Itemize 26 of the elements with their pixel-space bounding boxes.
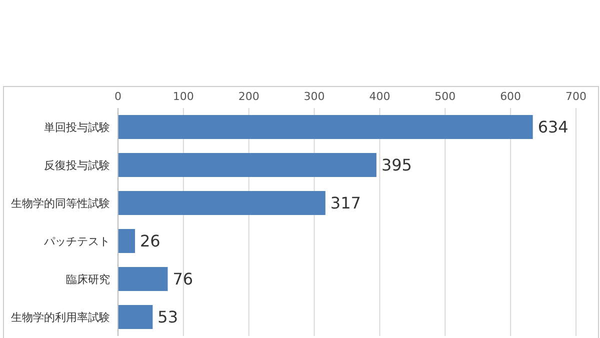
data-label: 317 <box>330 194 361 213</box>
x-tick-label: 500 <box>434 90 456 103</box>
x-tick-label: 600 <box>500 90 522 103</box>
y-tick-label: 臨床研究 <box>66 272 110 286</box>
bar <box>118 115 533 139</box>
x-tick-label: 300 <box>304 90 325 103</box>
data-label: 53 <box>158 308 178 327</box>
y-tick-label: 生物学的利用率試験 <box>11 310 110 324</box>
bar <box>118 153 376 177</box>
x-tick-label: 0 <box>114 90 122 103</box>
data-label: 76 <box>172 270 194 289</box>
bar <box>118 305 153 329</box>
y-tick-label: 反復投与試験 <box>44 158 110 172</box>
x-tick-label: 700 <box>566 90 586 103</box>
y-tick-label: パッチテスト <box>43 234 110 248</box>
data-label: 395 <box>381 156 412 175</box>
bar <box>118 267 168 291</box>
data-label: 26 <box>140 232 160 251</box>
x-tick-label: 100 <box>172 90 194 103</box>
y-tick-label: 生物学的同等性試験 <box>11 196 110 210</box>
data-label: 634 <box>538 118 568 137</box>
y-tick-label: 単回投与試験 <box>44 120 110 134</box>
bar <box>118 229 136 253</box>
x-tick-label: 200 <box>238 90 260 103</box>
bar <box>118 191 326 215</box>
x-tick-label: 400 <box>369 90 390 103</box>
